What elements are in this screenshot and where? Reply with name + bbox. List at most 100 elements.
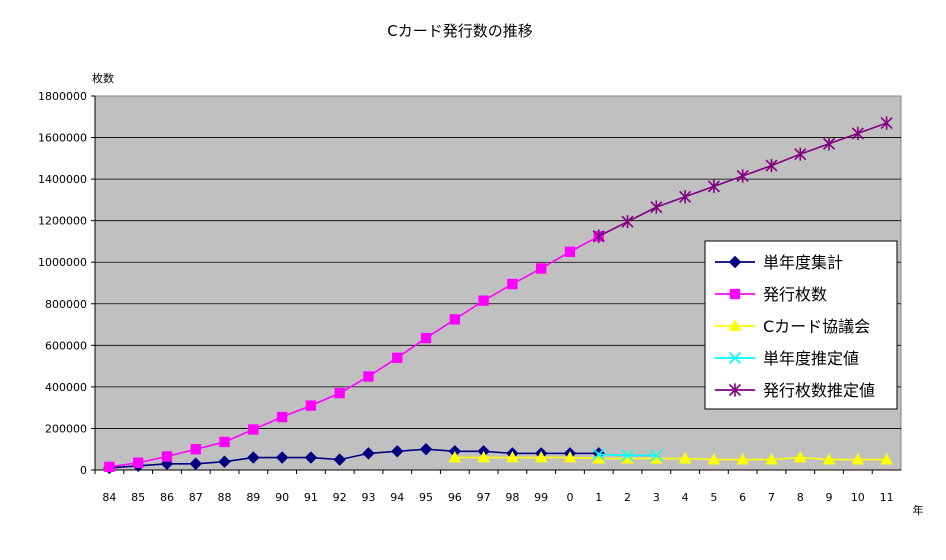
y-tick-label: 200000: [45, 422, 87, 435]
x-tick-label: 11: [880, 491, 894, 504]
data-point: [362, 447, 375, 460]
x-tick-label: 94: [390, 491, 404, 504]
data-point: [477, 451, 490, 463]
data-point: [851, 453, 865, 465]
x-tick-label: 86: [160, 491, 174, 504]
legend-label: 単年度推定値: [763, 349, 859, 368]
x-tick-label: 99: [534, 491, 548, 504]
legend-label: 単年度集計: [763, 253, 843, 272]
data-point: [621, 215, 634, 229]
x-tick-label: 8: [797, 491, 804, 504]
data-point: [363, 371, 374, 382]
legend-label: 発行枚数: [763, 285, 827, 304]
legend-item: 単年度推定値: [715, 349, 859, 368]
legend-item: 発行枚数推定値: [715, 381, 875, 400]
x-tick-label: 93: [361, 491, 375, 504]
series-line: [454, 456, 887, 461]
x-axis-label: 年: [913, 503, 924, 517]
data-point: [305, 400, 317, 411]
x-tick-label: 88: [218, 491, 232, 504]
data-point: [419, 443, 433, 456]
legend-marker: [728, 255, 742, 269]
data-point: [678, 452, 692, 464]
data-point: [392, 352, 403, 363]
data-point: [736, 169, 749, 183]
data-point: [391, 445, 404, 458]
y-tick-label: 400000: [45, 381, 87, 394]
x-tick-label: 7: [768, 491, 775, 504]
data-point: [218, 455, 231, 468]
data-point: [793, 451, 807, 463]
data-point: [679, 190, 692, 204]
x-tick-label: 91: [304, 491, 318, 504]
data-point: [420, 332, 432, 344]
data-point: [534, 451, 548, 463]
x-tick-label: 98: [505, 491, 519, 504]
y-tick-label: 0: [80, 464, 87, 477]
data-point: [650, 200, 663, 214]
data-point: [449, 314, 460, 325]
legend-label: 発行枚数推定値: [763, 381, 875, 400]
y-tick-label: 1800000: [38, 90, 87, 103]
data-point: [707, 453, 721, 465]
legend-item: 発行枚数: [715, 285, 827, 304]
y-axis-label: 枚数: [92, 71, 114, 85]
data-point: [564, 246, 576, 258]
data-point: [592, 229, 605, 243]
legend-marker: [728, 351, 742, 365]
x-tick-label: 9: [826, 491, 833, 504]
y-tick-label: 1600000: [38, 132, 87, 145]
x-tick-label: 92: [333, 491, 347, 504]
x-tick-label: 5: [710, 491, 717, 504]
x-tick-label: 87: [189, 491, 203, 504]
data-point: [563, 451, 577, 463]
x-tick-label: 2: [624, 491, 631, 504]
data-point: [707, 179, 720, 193]
legend-label: Cカード協議会: [763, 317, 870, 336]
series-3: [448, 451, 893, 465]
y-tick-label: 600000: [45, 339, 87, 352]
y-tick-label: 1200000: [38, 215, 87, 228]
x-tick-label: 6: [739, 491, 746, 504]
legend-marker: [728, 319, 742, 331]
series-2: [104, 231, 604, 473]
series-5: [592, 116, 893, 243]
series-4: [592, 448, 663, 462]
data-point: [275, 451, 289, 464]
data-point: [536, 263, 547, 274]
data-point: [334, 387, 345, 399]
data-point: [304, 451, 318, 464]
data-point: [880, 453, 893, 465]
data-point: [650, 449, 663, 462]
data-point: [247, 451, 260, 464]
data-point: [161, 451, 173, 462]
data-point: [189, 457, 202, 470]
x-tick-label: 84: [102, 491, 116, 504]
data-point: [248, 424, 259, 435]
y-tick-label: 1000000: [38, 256, 87, 269]
data-point: [736, 453, 750, 465]
x-tick-label: 1: [595, 491, 602, 504]
chart-title: Cカード発行数の推移: [387, 22, 532, 40]
data-point: [333, 453, 346, 466]
data-point: [190, 444, 201, 455]
data-point: [621, 449, 634, 462]
legend-item: Cカード協議会: [715, 317, 870, 336]
y-tick-label: 1400000: [38, 173, 87, 186]
data-point: [506, 451, 519, 463]
data-point: [765, 453, 778, 465]
data-point: [219, 436, 230, 448]
data-point: [765, 159, 778, 173]
x-tick-label: 4: [682, 491, 689, 504]
data-point: [822, 453, 836, 465]
data-point: [794, 147, 807, 161]
y-tick-label: 800000: [45, 298, 87, 311]
data-point: [104, 461, 115, 473]
data-point: [592, 448, 605, 461]
data-point: [880, 116, 893, 130]
x-tick-label: 3: [653, 491, 660, 504]
x-tick-label: 90: [275, 491, 289, 504]
x-tick-label: 95: [419, 491, 433, 504]
